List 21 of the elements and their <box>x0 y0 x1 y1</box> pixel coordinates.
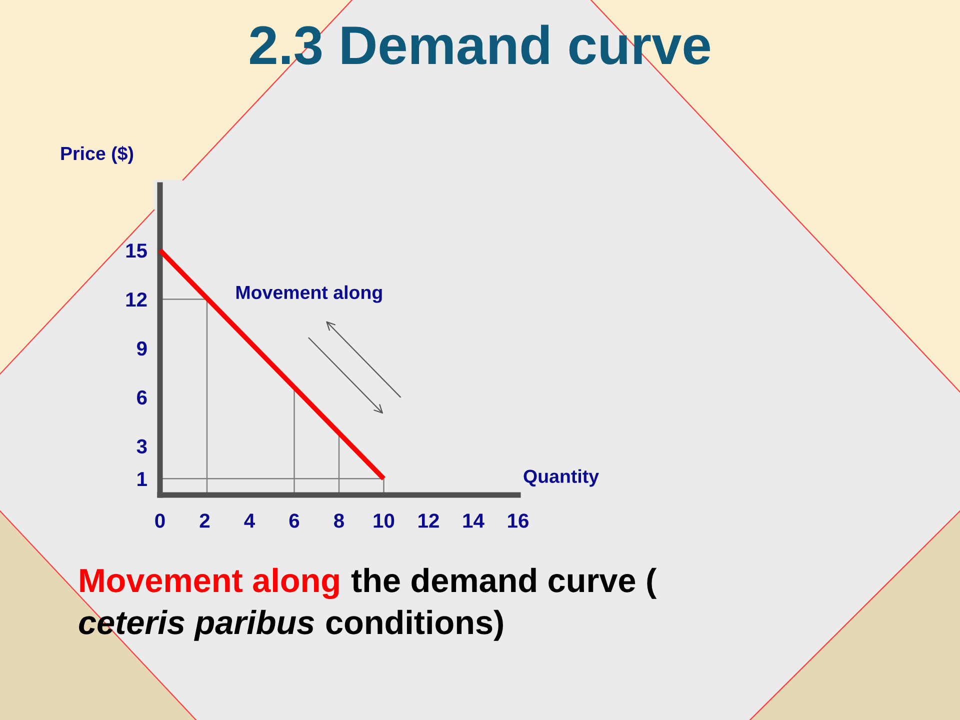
x-tick-label: 4 <box>244 514 255 528</box>
y-axis-title: Price ($) <box>61 146 134 164</box>
x-tick-label: 16 <box>508 514 528 528</box>
text: the demand curve ( <box>351 568 657 599</box>
y-tick-label: 12 <box>126 292 147 307</box>
text: Movement along <box>80 568 339 600</box>
x-axis-title: Quantity <box>524 469 599 487</box>
y-tick-label: 15 <box>126 244 147 258</box>
y-tick-label: 9 <box>137 341 147 356</box>
x-tick-label: 6 <box>289 514 300 528</box>
x-tick-label: 12 <box>418 514 439 528</box>
x-tick-label: 10 <box>374 514 394 528</box>
x-tick-label: 8 <box>334 514 344 528</box>
x-tick-label: 0 <box>155 514 165 528</box>
text: conditions) <box>326 610 503 641</box>
x-tick-label: 14 <box>463 514 484 528</box>
y-tick-label: 3 <box>136 439 147 454</box>
annotation: Movement along <box>236 285 382 303</box>
x-tick-label: 2 <box>200 514 210 528</box>
y-tick-label: 1 <box>138 472 147 486</box>
y-tick-label: 6 <box>137 390 147 405</box>
